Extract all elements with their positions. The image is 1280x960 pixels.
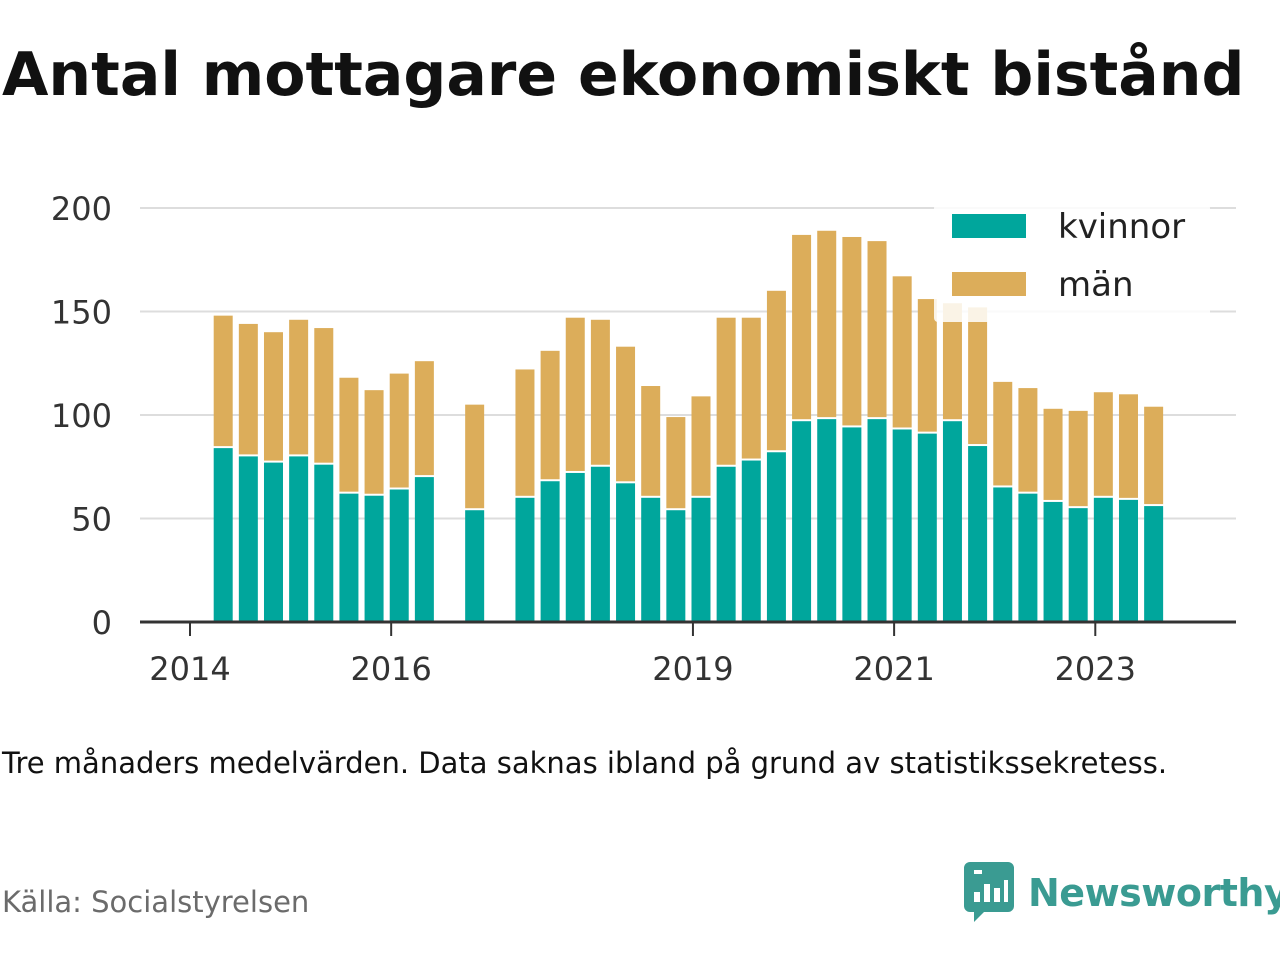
bar-man [263, 332, 283, 461]
bar-kvinnor [414, 477, 434, 622]
bar-kvinnor [641, 497, 661, 622]
bar-man [741, 317, 761, 459]
bar-kvinnor [1144, 506, 1164, 622]
bar-kvinnor [339, 493, 359, 622]
y-tick-label: 100 [51, 397, 112, 435]
bar-kvinnor [892, 429, 912, 622]
bar-man [641, 386, 661, 496]
bar-man [968, 307, 988, 445]
bar-kvinnor [942, 421, 962, 622]
bar-kvinnor [716, 466, 736, 622]
bar-man [616, 346, 636, 482]
bar-man [364, 390, 384, 494]
bar-man [565, 317, 585, 471]
bar-man [942, 303, 962, 420]
bar-kvinnor [1118, 499, 1138, 622]
bar-man [389, 373, 409, 488]
legend-label-man: män [1058, 265, 1134, 305]
bar-man [213, 315, 233, 447]
x-tick-label: 2016 [350, 650, 431, 688]
bar-kvinnor [565, 472, 585, 622]
bar-kvinnor [867, 419, 887, 622]
bar-man [817, 230, 837, 418]
bar-man [289, 319, 309, 455]
y-tick-label: 150 [51, 294, 112, 332]
x-tick-label: 2014 [149, 650, 230, 688]
newsworthy-logo-icon [964, 862, 1014, 922]
bar-kvinnor [364, 495, 384, 622]
bar-man [238, 323, 258, 455]
bar-kvinnor [238, 456, 258, 622]
bar-man [1118, 394, 1138, 498]
y-tick-label: 50 [71, 501, 112, 539]
bar-man [1068, 410, 1088, 507]
legend-swatch-man [952, 272, 1026, 296]
bar-kvinnor [917, 433, 937, 622]
bar-kvinnor [389, 489, 409, 622]
x-tick-label: 2021 [853, 650, 934, 688]
bar-man [993, 381, 1013, 486]
bar-kvinnor [465, 510, 485, 622]
bar-man [590, 319, 610, 465]
bar-man [1093, 392, 1113, 496]
bar-man [1018, 388, 1038, 492]
bar-kvinnor [817, 419, 837, 622]
bar-kvinnor [1093, 497, 1113, 622]
bar-kvinnor [766, 452, 786, 622]
bar-man [1144, 406, 1164, 505]
y-tick-label: 0 [92, 604, 112, 642]
bar-kvinnor [968, 446, 988, 622]
bars [213, 230, 1164, 622]
bar-kvinnor [792, 421, 812, 622]
brand-name: Newsworthy [1028, 871, 1280, 915]
bar-man [515, 369, 535, 496]
bar-man [666, 417, 686, 509]
x-tick-label: 2023 [1055, 650, 1136, 688]
bar-kvinnor [515, 497, 535, 622]
bar-kvinnor [590, 466, 610, 622]
bar-kvinnor [616, 483, 636, 622]
bar-man [917, 299, 937, 432]
bar-kvinnor [213, 448, 233, 622]
x-tick-label: 2019 [652, 650, 733, 688]
bar-kvinnor [666, 510, 686, 622]
bar-man [339, 377, 359, 492]
bar-kvinnor [741, 460, 761, 622]
bar-kvinnor [842, 427, 862, 622]
bar-man [867, 241, 887, 418]
source-credit: Källa: Socialstyrelsen [2, 885, 310, 919]
chart-title: Antal mottagare ekonomiskt bistånd [2, 40, 1245, 110]
bar-kvinnor [1018, 493, 1038, 622]
legend: kvinnor män [934, 204, 1210, 322]
bar-kvinnor [691, 497, 711, 622]
bar-man [716, 317, 736, 465]
bar-man [414, 361, 434, 476]
bar-man [465, 404, 485, 509]
legend-label-kvinnor: kvinnor [1058, 207, 1185, 247]
axes: 0 50 100 150 200 2014 2016 2019 2021 2023 [51, 190, 1236, 688]
bar-kvinnor [289, 456, 309, 622]
stacked-bar-chart: 0 50 100 150 200 2014 2016 2019 2021 2023 kvinnor… [51, 190, 1236, 688]
bar-man [1043, 408, 1063, 500]
bar-man [540, 350, 560, 480]
bar-man [314, 328, 334, 463]
bar-man [792, 234, 812, 420]
bar-man [892, 276, 912, 428]
legend-swatch-kvinnor [952, 214, 1026, 238]
bar-kvinnor [1043, 501, 1063, 622]
bar-kvinnor [1068, 508, 1088, 622]
bar-kvinnor [540, 481, 560, 622]
bar-kvinnor [314, 464, 334, 622]
bar-man [842, 236, 862, 426]
bar-man [691, 396, 711, 496]
bar-kvinnor [993, 487, 1013, 622]
brand-logo[interactable]: Newsworthy [964, 862, 1280, 924]
chart-note: Tre månaders medelvärden. Data saknas ib… [2, 746, 1168, 780]
y-tick-label: 200 [51, 190, 112, 228]
bar-kvinnor [263, 462, 283, 622]
bar-man [766, 290, 786, 451]
